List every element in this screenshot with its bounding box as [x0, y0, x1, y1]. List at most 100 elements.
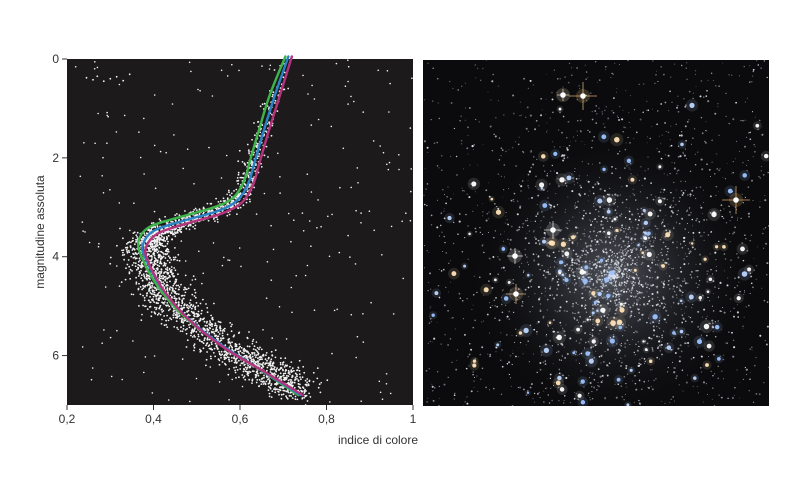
star-point [210, 357, 212, 360]
star-point [175, 297, 178, 300]
star-point [230, 360, 233, 362]
star-point [138, 282, 140, 285]
star-point [174, 299, 177, 301]
star-point [226, 356, 229, 358]
star-point [150, 293, 153, 295]
star-point [151, 282, 154, 285]
star-point [235, 343, 238, 346]
star-point [125, 267, 127, 270]
star-point [270, 364, 273, 367]
star-point [240, 265, 242, 268]
star-point [194, 336, 196, 338]
star-point [146, 284, 149, 286]
star-point [292, 393, 295, 396]
star-point [245, 356, 247, 359]
star-point [356, 167, 359, 169]
star-point [291, 376, 293, 379]
star-point [231, 63, 233, 66]
star-point [210, 347, 212, 350]
star-point [190, 303, 193, 306]
star-point [163, 236, 166, 239]
star-point [163, 261, 166, 264]
star-point [116, 329, 118, 332]
star-point [319, 391, 322, 394]
star-point [224, 344, 227, 347]
star-point [257, 120, 260, 123]
star-point [129, 229, 131, 232]
star-point [228, 191, 230, 194]
star-point [145, 294, 148, 297]
star-point [143, 234, 146, 236]
star-point [171, 286, 173, 289]
star-point [199, 348, 201, 351]
star-point [286, 374, 288, 377]
star-point [302, 74, 304, 77]
star-point [269, 387, 272, 390]
star-point [237, 160, 240, 163]
star-point [167, 250, 170, 253]
star-point [177, 288, 180, 291]
star-point [160, 308, 163, 311]
star-point [214, 220, 216, 223]
star-point [282, 389, 285, 392]
star-point [281, 362, 284, 364]
star-point [198, 339, 201, 341]
star-point [182, 167, 184, 170]
star-point [249, 356, 252, 359]
star-point [148, 290, 150, 292]
star-point [153, 210, 156, 213]
star-point [291, 381, 294, 384]
star-point [157, 297, 160, 300]
star-point [196, 338, 199, 340]
star-point [167, 248, 170, 251]
star-point [307, 383, 310, 385]
star-point [313, 98, 316, 100]
star-point [135, 276, 138, 279]
star-point [173, 283, 176, 285]
star-point [169, 257, 171, 259]
star-point [274, 102, 276, 104]
star-point [279, 361, 282, 364]
star-point [152, 298, 154, 300]
star-point [239, 364, 242, 367]
star-point [239, 368, 242, 370]
star-point [206, 307, 209, 309]
star-point [174, 313, 177, 316]
star-point [268, 392, 271, 395]
star-point [125, 243, 128, 245]
star-point [199, 317, 202, 320]
star-point [347, 234, 349, 237]
star-point [303, 371, 306, 374]
star-point [174, 256, 177, 259]
star-point [162, 298, 165, 301]
star-point [177, 301, 180, 303]
star-point [156, 241, 159, 244]
star-point [249, 171, 251, 174]
star-point [106, 142, 108, 144]
star-point [243, 347, 246, 350]
star-point [163, 263, 166, 265]
star-point [244, 354, 247, 357]
star-point [284, 357, 287, 360]
star-point [156, 225, 159, 228]
star-point [266, 362, 268, 365]
star-point [270, 358, 273, 361]
star-point [230, 356, 233, 359]
star-point [160, 255, 163, 258]
star-point [142, 287, 145, 290]
star-point [284, 364, 287, 367]
star-point [202, 342, 205, 345]
star-point [138, 305, 140, 307]
star-point [148, 288, 151, 291]
star-point [197, 310, 200, 313]
star-point [328, 255, 331, 258]
star-point [172, 258, 175, 261]
star-point [158, 243, 161, 246]
star-point [223, 356, 226, 359]
star-point [291, 397, 294, 399]
star-point [156, 251, 159, 254]
star-point [251, 160, 253, 163]
x-tick-label: 1 [410, 412, 417, 426]
star-point [157, 293, 160, 295]
star-point [158, 275, 161, 277]
